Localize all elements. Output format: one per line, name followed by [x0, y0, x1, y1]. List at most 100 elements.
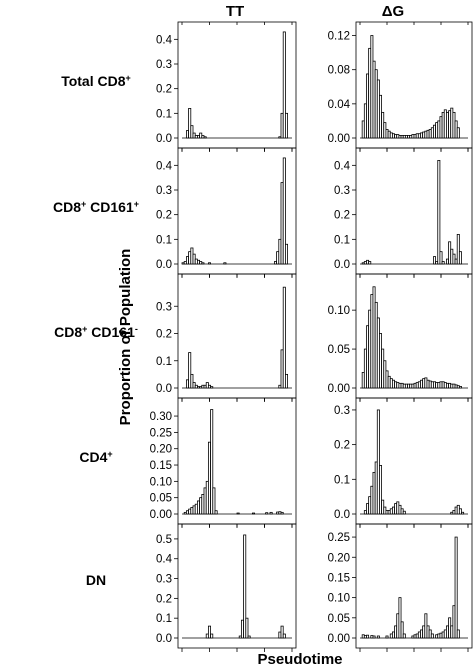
panel-frame: [177, 273, 297, 399]
histogram-bar: [210, 633, 214, 639]
histogram-bar: [188, 352, 192, 389]
histogram-bar: [210, 386, 214, 389]
histogram-bar: [366, 634, 370, 639]
y-tick-label: 0.4: [156, 34, 173, 46]
row-label-3: CD8+ CD161-: [54, 324, 138, 340]
histogram-bar: [458, 508, 462, 515]
histogram-bar: [214, 510, 218, 515]
panel-frame: [177, 21, 297, 149]
y-tick-label: 0.08: [328, 65, 350, 77]
y-tick-label: 0.25: [150, 427, 172, 439]
histogram-bar: [190, 125, 194, 139]
y-tick-label: 0.3: [156, 574, 172, 586]
histogram-bar: [207, 625, 211, 639]
panel-total-cd8pos-g: 0.00 0.04 0.08 0.12: [328, 21, 473, 152]
histogram-bar: [402, 633, 406, 639]
panel-dn-g: 0.00 0.05 0.10 0.15 0.20 0.25: [328, 523, 473, 652]
histogram-bar: [284, 373, 288, 389]
histogram-bar: [282, 286, 286, 389]
y-tick-label: 0.3: [156, 301, 172, 313]
panel-total-cd8pos-tt: 0.0 0.1 0.2 0.3 0.4: [156, 21, 297, 152]
y-tick-label: 0.1: [334, 474, 350, 486]
y-tick-label: 0.30: [150, 411, 172, 423]
row-label-4: CD4+: [79, 449, 112, 465]
histogram-bar: [430, 633, 434, 639]
histogram-bar: [236, 512, 240, 515]
histogram-bar: [203, 136, 207, 139]
y-tick-label: 0.05: [150, 493, 172, 505]
histogram-bar: [251, 512, 255, 515]
histogram-bar: [379, 465, 383, 515]
y-tick-label: 0.25: [328, 532, 350, 544]
panel-cd8pos-cd161neg-g: 0.00 0.05 0.10: [328, 273, 473, 402]
histogram-bar: [280, 625, 284, 639]
y-tick-label: 0.2: [156, 329, 172, 341]
y-tick-label: 0.4: [334, 160, 351, 172]
y-tick-label: 0.2: [156, 593, 172, 605]
histogram-panels: 0.0 0.1 0.2 0.3 0.4 0.00 0.04 0.08 0.12 0.0 0.1 0.2…: [150, 21, 473, 652]
y-tick-label: 0.3: [334, 405, 350, 417]
histogram-bar: [385, 635, 389, 639]
histogram-bar: [282, 157, 286, 265]
y-tick-label: 0.3: [156, 59, 172, 71]
histogram-bar: [210, 409, 214, 515]
y-tick-label: 0.12: [328, 31, 350, 43]
y-tick-label: 0.0: [334, 259, 350, 271]
panel-cd8pos-cd161pos-g: 0.0 0.1 0.2 0.3 0.4: [334, 147, 473, 278]
y-tick-label: 0.5: [156, 534, 172, 546]
y-tick-label: 0.0: [334, 509, 350, 521]
y-tick-label: 0.0: [156, 259, 172, 271]
y-tick-label: 0.4: [156, 160, 173, 172]
histogram-bar: [439, 251, 443, 265]
histogram-bar: [188, 108, 192, 139]
y-tick-label: 0.1: [156, 613, 172, 625]
histogram-bar: [458, 386, 462, 389]
y-tick-label: 0.1: [156, 356, 172, 368]
y-tick-label: 0.05: [328, 344, 350, 356]
y-tick-label: 0.20: [328, 552, 350, 564]
histogram-bar: [398, 597, 402, 639]
y-tick-label: 0.15: [150, 460, 172, 472]
y-tick-label: 0.10: [328, 305, 350, 317]
y-tick-label: 0.2: [334, 440, 350, 452]
histogram-bar: [212, 487, 216, 515]
histogram-bar: [372, 635, 376, 639]
histogram-bar: [456, 127, 460, 139]
histogram-bar: [437, 159, 441, 265]
histogram-bar: [223, 262, 227, 265]
y-tick-label: 0.0: [156, 133, 172, 145]
histogram-bar: [280, 511, 284, 515]
panel-frame: [177, 523, 297, 649]
histogram-bar: [282, 633, 286, 639]
histogram-bar: [461, 511, 465, 515]
y-tick-label: 0.2: [156, 210, 172, 222]
y-tick-label: 0.04: [328, 99, 351, 111]
y-tick-label: 0.2: [334, 210, 350, 222]
y-axis-title: Proportion of Population: [117, 249, 134, 426]
y-tick-label: 0.05: [328, 613, 350, 625]
panel-cd8pos-cd161pos-tt: 0.0 0.1 0.2 0.3 0.4: [156, 147, 297, 278]
histogram-bar: [402, 510, 406, 515]
panel-dn-tt: 0.0 0.1 0.2 0.3 0.4 0.5: [156, 523, 297, 652]
row-label-1: Total CD8+: [61, 73, 131, 89]
y-tick-label: 0.00: [328, 133, 350, 145]
histogram-bar: [201, 262, 205, 265]
histogram-bar: [284, 243, 288, 265]
row-label-5: DN: [86, 572, 106, 588]
y-tick-label: 0.10: [328, 593, 350, 605]
column-title-tt: TT: [226, 3, 244, 20]
histogram-bar: [207, 262, 211, 265]
y-tick-label: 0.1: [156, 108, 172, 120]
row-labels: Total CD8+ CD8+ CD161+ CD8+ CD161- CD4+ DN: [53, 73, 139, 588]
histogram-bar: [433, 256, 437, 265]
panel-cd4pos-g: 0.0 0.1 0.2 0.3: [334, 397, 473, 528]
histogram-bar: [441, 261, 445, 265]
histogram-bar: [243, 534, 247, 639]
histogram-bar: [190, 373, 194, 389]
y-tick-label: 0.15: [328, 572, 350, 584]
y-tick-label: 0.3: [334, 185, 350, 197]
histogram-bar: [265, 512, 269, 515]
y-tick-label: 0.4: [156, 554, 173, 566]
row-label-2: CD8+ CD161+: [53, 199, 139, 215]
